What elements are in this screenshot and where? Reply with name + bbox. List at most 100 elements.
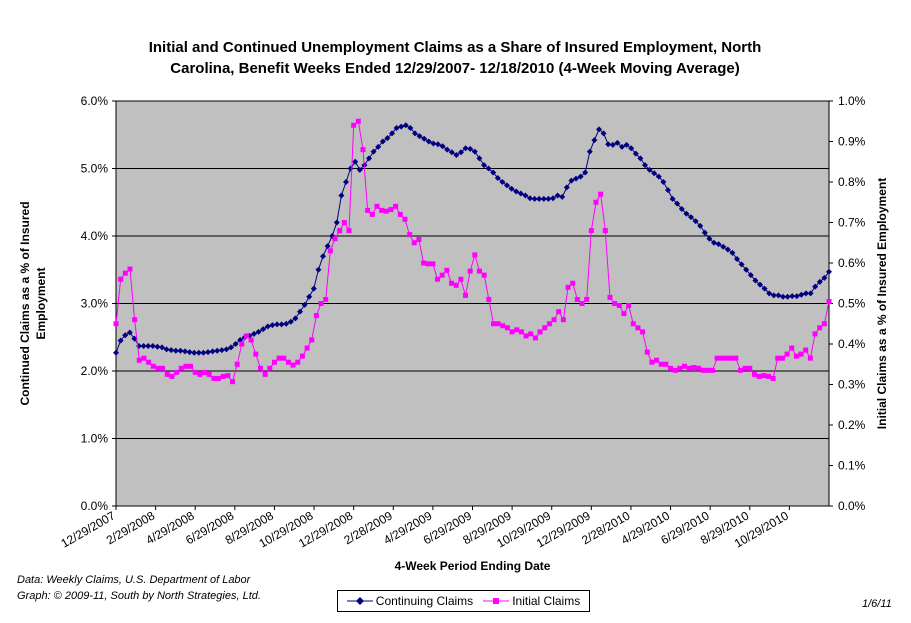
data-point <box>435 141 441 148</box>
data-point <box>784 351 790 357</box>
data-point <box>646 166 653 173</box>
data-point <box>225 373 231 379</box>
data-point <box>257 365 263 371</box>
data-point <box>528 331 534 337</box>
data-point <box>593 199 599 205</box>
data-point <box>821 274 828 281</box>
data-point <box>619 143 625 150</box>
data-point <box>756 373 762 379</box>
data-point <box>287 318 294 325</box>
data-point <box>692 218 699 225</box>
data-point <box>356 166 363 173</box>
data-point <box>826 298 832 304</box>
data-point <box>416 133 423 140</box>
data-point <box>343 179 349 185</box>
data-point <box>234 361 240 367</box>
series-initial-claims <box>113 118 832 385</box>
data-point <box>602 228 608 234</box>
left-y-axis-title: Employment <box>34 267 48 339</box>
data-point <box>164 371 170 377</box>
data-point <box>448 149 455 156</box>
data-point <box>674 200 681 207</box>
data-point <box>574 296 580 302</box>
data-point <box>407 125 414 131</box>
data-point <box>155 365 161 371</box>
data-point <box>542 325 548 331</box>
data-point <box>826 268 832 275</box>
data-point <box>668 365 674 371</box>
data-point <box>701 229 708 236</box>
data-point <box>271 359 277 365</box>
data-point <box>751 371 757 377</box>
data-point <box>232 341 239 347</box>
graph-credit-note: Graph: © 2009-11, South by North Strateg… <box>17 590 261 602</box>
data-point <box>439 272 445 278</box>
data-point <box>812 331 818 337</box>
data-point <box>697 222 704 229</box>
data-point <box>598 191 604 197</box>
data-point <box>332 236 338 242</box>
data-point <box>591 137 598 144</box>
data-point <box>262 371 268 377</box>
data-point <box>113 349 119 356</box>
data-point <box>817 325 823 331</box>
data-point <box>560 317 566 323</box>
left-y-axis-title: Continued Claims as a % of Insured <box>18 201 32 405</box>
data-point <box>178 365 184 371</box>
data-point <box>644 349 650 355</box>
data-point <box>504 325 510 331</box>
data-point <box>141 355 147 361</box>
data-point <box>126 329 133 336</box>
data-point <box>228 344 234 351</box>
data-point <box>719 355 725 361</box>
data-point <box>192 369 198 375</box>
data-point <box>370 148 377 155</box>
data-point <box>682 363 688 369</box>
data-point <box>132 317 138 323</box>
data-point <box>485 165 492 172</box>
data-point <box>709 367 715 373</box>
right-tick-label: 0.2% <box>838 418 866 432</box>
data-point <box>705 367 711 373</box>
data-point <box>191 349 198 356</box>
data-point <box>545 195 552 202</box>
data-point <box>463 292 469 298</box>
data-point <box>688 214 694 221</box>
data-point <box>160 365 166 371</box>
chart-title-line: Initial and Continued Unemployment Claim… <box>149 39 762 56</box>
data-point <box>421 260 427 266</box>
data-point <box>360 147 366 153</box>
data-point <box>584 296 590 302</box>
data-point <box>267 365 273 371</box>
data-point <box>734 255 740 262</box>
data-point <box>715 241 722 248</box>
legend: Continuing Claims Initial Claims <box>337 590 590 612</box>
data-point <box>714 355 720 361</box>
data-point <box>260 326 267 333</box>
data-point <box>669 195 676 202</box>
gridlines <box>116 100 829 439</box>
data-point <box>131 335 138 342</box>
data-point <box>337 228 343 234</box>
data-point <box>747 365 753 371</box>
left-tick-label: 6.0% <box>81 94 109 108</box>
data-point <box>237 336 244 343</box>
data-point <box>333 219 340 226</box>
data-point <box>752 277 759 284</box>
data-point <box>220 373 226 379</box>
data-point <box>691 364 697 370</box>
data-point <box>696 365 702 371</box>
data-point <box>397 211 403 217</box>
data-point <box>807 290 814 297</box>
right-y-axis-title: Initial Claims as a % of Insured Employm… <box>875 178 889 429</box>
data-point <box>182 348 188 355</box>
data-point <box>439 143 446 150</box>
data-point <box>626 303 632 309</box>
data-point <box>568 177 575 184</box>
data-point <box>118 276 124 282</box>
right-y-axis-ticks: 0.0% 0.1% 0.2% 0.3% 0.4% 0.5% 0.6% 0.7% 0.8% 0.9%… <box>829 94 866 513</box>
data-point <box>384 135 391 142</box>
left-tick-label: 1.0% <box>81 432 109 446</box>
data-point <box>546 321 552 327</box>
data-point <box>616 303 622 309</box>
